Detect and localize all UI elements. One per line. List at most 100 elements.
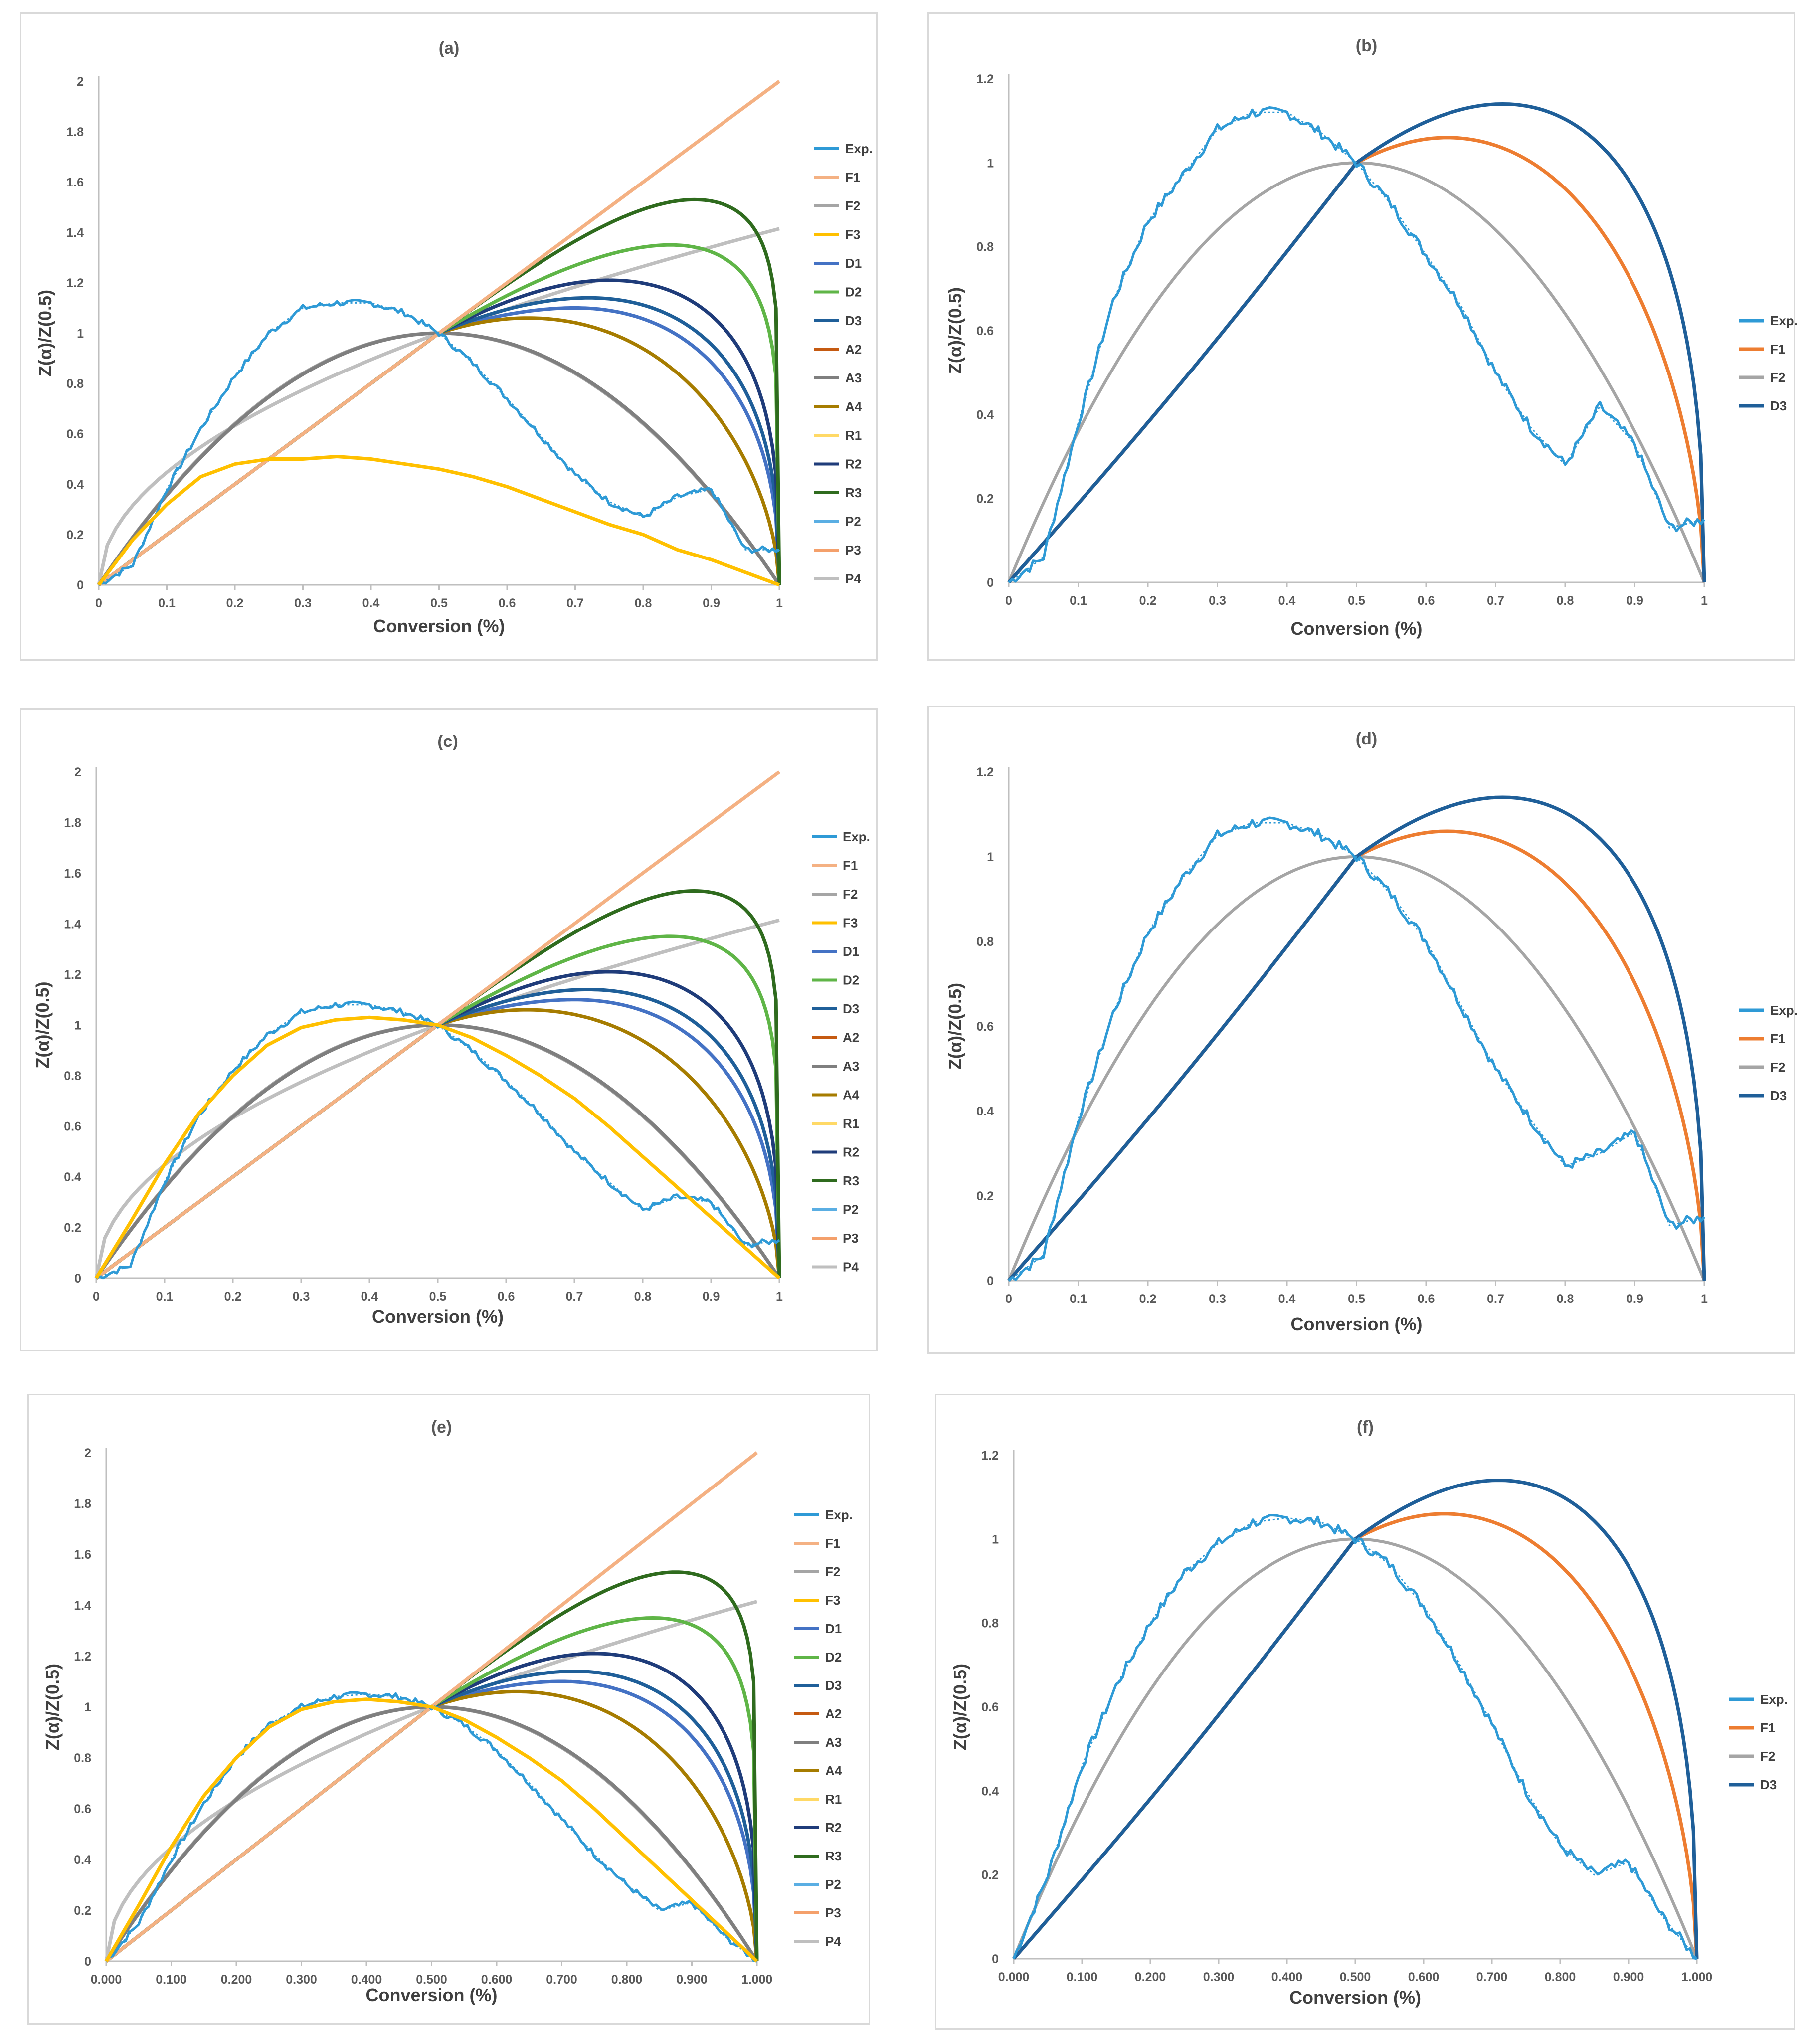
legend-label: P2 bbox=[845, 514, 861, 529]
x-tick-label: 0.7 bbox=[1487, 1292, 1504, 1306]
chart-panel-f: (f) 0 0.2 0.4 0.6 0.8 1 1.2 0.000 0.100 0.200 0.300… bbox=[935, 1394, 1795, 2030]
legend-label: F1 bbox=[843, 858, 858, 873]
series-line-d2 bbox=[97, 243, 781, 586]
legend-label: F3 bbox=[843, 916, 858, 930]
y-tick-label: 1 bbox=[987, 156, 994, 170]
series-line-d3 bbox=[97, 296, 781, 586]
x-tick-label: 0.3 bbox=[294, 596, 312, 610]
chart-title: (a) bbox=[439, 39, 460, 58]
chart-panel-d: (d) 0 0.2 0.4 0.6 0.8 1 1.2 0 0.1 0.2 0.3 0.4 0.5 0.6 0… bbox=[927, 706, 1797, 1354]
y-tick-label: 1.6 bbox=[64, 867, 81, 881]
legend-label: F3 bbox=[825, 1593, 840, 1608]
x-tick-label: 0.300 bbox=[286, 1973, 317, 1987]
legend-label: D3 bbox=[845, 313, 862, 328]
x-tick-label: 0.900 bbox=[1613, 1970, 1644, 1984]
x-tick-label: 0.000 bbox=[998, 1970, 1030, 1984]
x-tick-label: 0.000 bbox=[91, 1973, 122, 1987]
legend-label: F1 bbox=[1770, 1031, 1785, 1046]
legend-label: D3 bbox=[1770, 398, 1787, 413]
y-tick-label: 0.2 bbox=[976, 492, 994, 506]
y-tick-label: 0.8 bbox=[66, 377, 84, 391]
chart-panel-e: (e) 0 0.2 0.4 0.6 0.8 1 1.2 1.4 1.6 1.8 2 0.000 0.100… bbox=[27, 1394, 870, 2025]
series-line-f2 bbox=[1007, 855, 1706, 1282]
y-tick-label: 0.8 bbox=[74, 1751, 91, 1765]
y-tick-label: 0.2 bbox=[981, 1868, 999, 1882]
x-tick-label: 0.2 bbox=[224, 1290, 242, 1303]
y-tick-label: 2 bbox=[74, 765, 81, 779]
y-tick-label: 0.2 bbox=[74, 1904, 91, 1918]
series-line-d2 bbox=[95, 934, 781, 1280]
legend-label: F2 bbox=[825, 1564, 840, 1579]
legend-label: R3 bbox=[845, 485, 862, 500]
y-tick-label: 1 bbox=[987, 850, 994, 864]
y-tick-label: 1.4 bbox=[66, 226, 84, 240]
x-tick-label: 0.8 bbox=[1557, 1292, 1574, 1306]
y-tick-label: 0.6 bbox=[64, 1120, 81, 1134]
x-tick-label: 1 bbox=[776, 1290, 783, 1303]
x-tick-label: 0.1 bbox=[1070, 1292, 1087, 1306]
x-tick-label: 0.6 bbox=[1418, 594, 1435, 608]
chart-svg-c: (c) 0 0.2 0.4 0.6 0.8 1 1.2 1.4 1.6 1.8 2 0 0.1 0.2 0.3… bbox=[32, 732, 870, 1327]
x-tick-label: 0.9 bbox=[703, 1290, 720, 1303]
y-tick-label: 0.4 bbox=[981, 1784, 999, 1798]
series-line-p4 bbox=[97, 227, 780, 585]
x-tick-label: 0.9 bbox=[703, 596, 720, 610]
legend-label: A2 bbox=[843, 1030, 859, 1045]
legend-label: A4 bbox=[825, 1763, 842, 1778]
x-tick-label: 0.7 bbox=[566, 1290, 583, 1303]
legend-label: A4 bbox=[845, 399, 862, 414]
x-tick-label: 0 bbox=[1005, 1292, 1012, 1306]
y-tick-label: 0.8 bbox=[64, 1069, 81, 1083]
x-tick-label: 0.5 bbox=[1348, 1292, 1365, 1306]
y-tick-label: 1 bbox=[77, 327, 84, 341]
x-tick-label: 0.100 bbox=[1067, 1970, 1098, 1984]
legend-label: D3 bbox=[1770, 1088, 1787, 1103]
legend-label: D2 bbox=[845, 285, 862, 300]
legend-label: F2 bbox=[845, 198, 860, 213]
y-tick-label: 0.2 bbox=[64, 1221, 81, 1235]
y-tick-label: 2 bbox=[84, 1446, 91, 1460]
x-tick-label: 1 bbox=[1701, 1292, 1708, 1306]
legend-label: R1 bbox=[845, 428, 862, 443]
x-axis-title: Conversion (%) bbox=[373, 616, 505, 636]
series-line-f1 bbox=[1007, 136, 1706, 584]
legend-label: F1 bbox=[825, 1536, 840, 1551]
series-fit-exp bbox=[105, 1693, 757, 1962]
series-line-exp bbox=[1012, 1514, 1697, 1960]
x-tick-label: 0.800 bbox=[1545, 1970, 1576, 1984]
legend-label: A4 bbox=[843, 1088, 860, 1103]
y-tick-label: 0.4 bbox=[976, 408, 994, 422]
x-tick-label: 1 bbox=[1701, 594, 1708, 608]
series-line-f3 bbox=[97, 454, 780, 587]
x-tick-label: 0.1 bbox=[158, 596, 176, 610]
x-tick-label: 0.4 bbox=[362, 596, 380, 610]
series-line-exp bbox=[105, 1691, 757, 1963]
x-tick-label: 0 bbox=[93, 1290, 100, 1303]
series-line-exp bbox=[1008, 106, 1705, 583]
legend-label: P4 bbox=[843, 1260, 859, 1275]
legend-label: P3 bbox=[845, 543, 861, 557]
y-tick-label: 0.6 bbox=[976, 1020, 994, 1034]
y-tick-label: 1.8 bbox=[64, 816, 81, 830]
legend-label: Exp. bbox=[825, 1507, 853, 1522]
y-tick-label: 1.8 bbox=[74, 1497, 91, 1511]
y-axis-title: Z(α)/Z(0.5) bbox=[950, 1664, 970, 1750]
legend-label: Exp. bbox=[1770, 313, 1797, 328]
legend-label: A3 bbox=[845, 371, 862, 385]
x-tick-label: 0.200 bbox=[1135, 1970, 1166, 1984]
series-line-f2 bbox=[1012, 1537, 1698, 1960]
y-tick-label: 1.2 bbox=[981, 1449, 999, 1463]
x-tick-label: 0.500 bbox=[416, 1973, 447, 1987]
y-tick-label: 0 bbox=[987, 576, 994, 590]
x-axis-title: Conversion (%) bbox=[372, 1306, 504, 1327]
legend-label: R1 bbox=[825, 1792, 842, 1807]
y-axis-title: Z(α)/Z(0.5) bbox=[42, 1664, 63, 1750]
x-tick-label: 0.800 bbox=[611, 1973, 643, 1987]
legend-label: F2 bbox=[843, 887, 858, 902]
legend-label: D3 bbox=[1760, 1777, 1777, 1792]
y-tick-label: 0 bbox=[77, 578, 84, 592]
x-tick-label: 0.600 bbox=[1408, 1970, 1440, 1984]
legend-label: D1 bbox=[843, 944, 859, 959]
x-tick-label: 0.6 bbox=[499, 596, 516, 610]
x-tick-label: 0.9 bbox=[1626, 1292, 1643, 1306]
